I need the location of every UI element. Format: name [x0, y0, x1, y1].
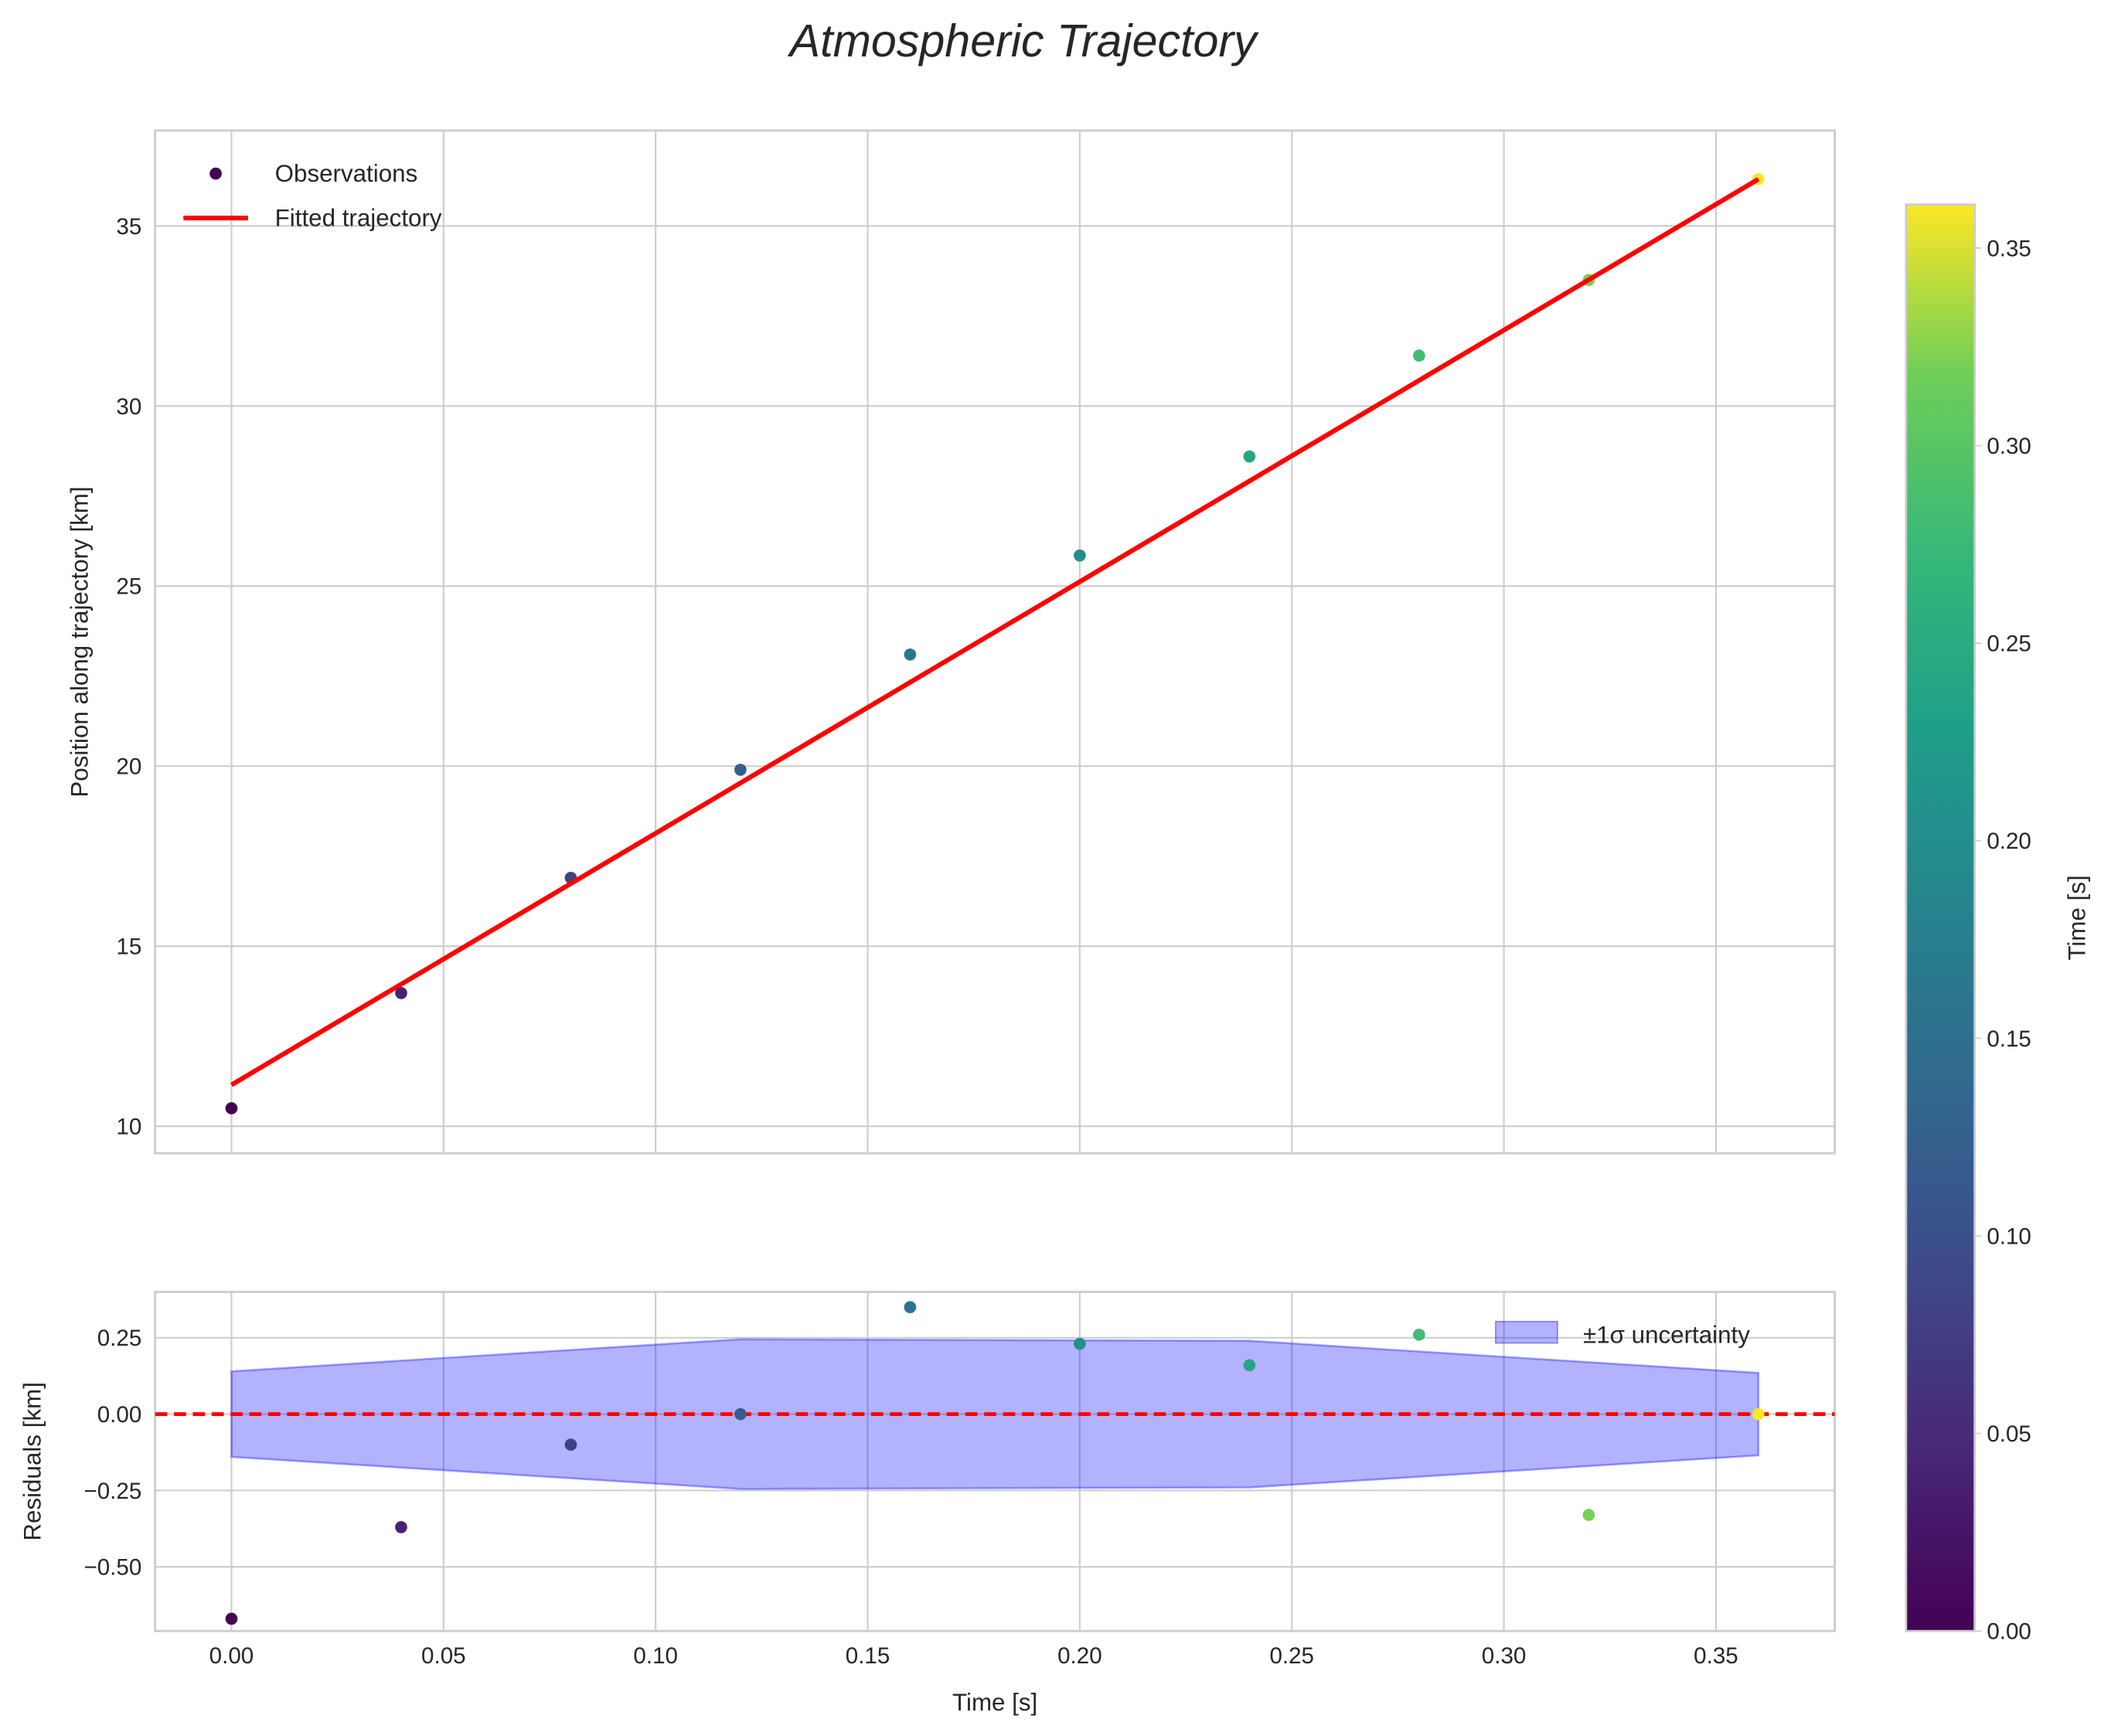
- colorbar-tick-label: 0.35: [1987, 236, 2031, 261]
- observation-point: [904, 648, 917, 661]
- y-tick-label: 25: [116, 574, 141, 600]
- legend-uncertainty-swatch: [1494, 1320, 1558, 1344]
- observation-point: [1243, 450, 1256, 463]
- residual-point: [1413, 1328, 1425, 1341]
- legend-uncertainty-label: ±1σ uncertainty: [1583, 1322, 1750, 1349]
- residual-point: [734, 1408, 747, 1421]
- residual-point: [1582, 1509, 1595, 1521]
- observation-point: [395, 986, 407, 999]
- legend-fit-label: Fitted trajectory: [275, 205, 442, 232]
- y-tick-label: −0.50: [83, 1555, 141, 1581]
- x-tick-label: 0.05: [421, 1643, 466, 1669]
- x-tick-label: 0.30: [1482, 1643, 1527, 1669]
- observation-point: [1413, 349, 1425, 362]
- trajectory-axes: 10 15 20 25 30 35 Position along trajectory [k…: [66, 129, 1836, 1155]
- colorbar-tick-label: 0.10: [1987, 1224, 2031, 1249]
- residual-point: [564, 1438, 577, 1451]
- y-tick-label: 35: [116, 214, 141, 240]
- residual-point: [1752, 1408, 1765, 1421]
- axes-frame: [154, 1291, 1836, 1632]
- y-tick-label: 15: [116, 934, 141, 960]
- colorbar-tick-label: 0.20: [1987, 829, 2031, 854]
- colorbar-tick-label: 0.15: [1987, 1026, 2031, 1052]
- y-tick-label: 0.25: [97, 1326, 142, 1351]
- y-axis-label: Residuals [km]: [19, 1382, 46, 1540]
- observation-point: [225, 1102, 238, 1115]
- x-tick-label: 0.00: [209, 1643, 254, 1669]
- axes-frame: [154, 129, 1836, 1155]
- y-axis-label: Position along trajectory [km]: [66, 486, 94, 797]
- colorbar-tick-label: 0.25: [1987, 631, 2031, 657]
- colorbar-label: Time [s]: [2063, 875, 2090, 960]
- x-tick-label: 0.35: [1694, 1643, 1738, 1669]
- fitted-trajectory-line: [230, 177, 1760, 1088]
- x-tick-label: 0.15: [846, 1643, 890, 1669]
- y-tick-label: −0.25: [83, 1479, 141, 1504]
- y-tick-label: 0.00: [97, 1402, 142, 1428]
- residuals-axes: 0.25 0.00 −0.25 −0.50 0.00 0.05 0.10 0.15 0.20 0.…: [19, 1291, 1836, 1716]
- legend-observations-marker: [209, 167, 222, 180]
- x-tick-label: 0.10: [633, 1643, 678, 1669]
- residual-point: [1243, 1359, 1256, 1372]
- colorbar-tick-label: 0.30: [1987, 434, 2031, 459]
- colorbar-gradient: [1905, 203, 1977, 1632]
- residual-point: [395, 1520, 407, 1533]
- observation-point: [734, 764, 747, 776]
- y-tick-label: 20: [116, 754, 141, 780]
- colorbar-tick-label: 0.05: [1987, 1421, 2031, 1447]
- residual-point: [1074, 1337, 1086, 1350]
- y-tick-label: 10: [116, 1115, 141, 1140]
- x-axis-label: Time [s]: [952, 1689, 1037, 1716]
- y-tick-label: 30: [116, 394, 141, 420]
- x-tick-label: 0.20: [1057, 1643, 1102, 1669]
- observation-point: [1074, 549, 1086, 562]
- chart-title: Atmospheric Trajectory: [788, 15, 1260, 66]
- residual-point: [225, 1612, 238, 1625]
- x-tick-label: 0.25: [1269, 1643, 1314, 1669]
- residual-point: [904, 1301, 917, 1314]
- colorbar-tick-label: 0.00: [1987, 1619, 2031, 1645]
- legend-observations-label: Observations: [275, 160, 418, 187]
- colorbar: 0.00 0.05 0.10 0.15 0.20 0.25 0.30 0.35 Time [s]: [1905, 203, 2090, 1645]
